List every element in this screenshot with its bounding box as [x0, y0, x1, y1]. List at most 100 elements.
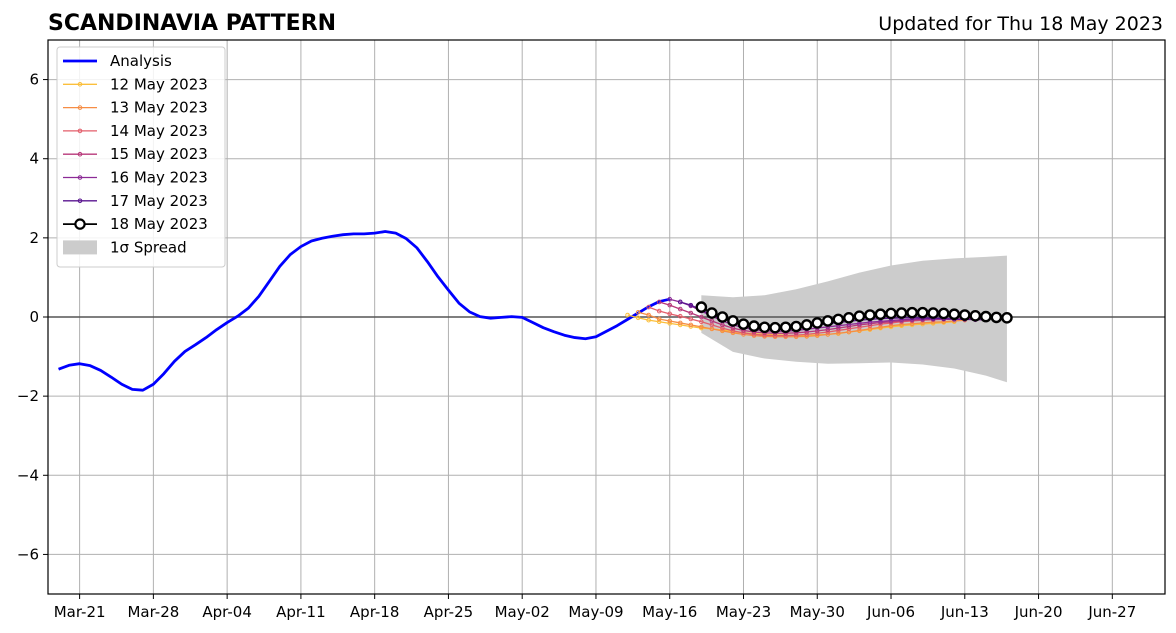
chart-title: SCANDINAVIA PATTERN [48, 11, 336, 36]
forecast-point [790, 320, 802, 333]
forecast-point [730, 328, 736, 334]
legend-label: 13 May 2023 [110, 99, 208, 117]
x-tick-label: Apr-04 [202, 603, 252, 621]
legend-box [56, 46, 226, 268]
forecast-point [677, 306, 683, 312]
y-tick-label: −2 [17, 387, 39, 405]
legend-label: 18 May 2023 [110, 215, 208, 233]
forecast-point [916, 306, 929, 319]
legend-swatch-marker [77, 198, 83, 204]
legend-label: 15 May 2023 [110, 145, 208, 163]
x-tick-label: May-30 [790, 603, 845, 621]
legend-swatch-marker [77, 105, 83, 110]
legend-swatch-marker [77, 151, 83, 157]
forecast-point [895, 307, 908, 319]
forecast-point [1001, 311, 1013, 324]
forecast-point [667, 302, 673, 308]
x-tick-label: Mar-21 [54, 603, 106, 621]
forecast-point [656, 308, 662, 314]
legend-swatch-spread [63, 240, 97, 255]
x-tick-label: Jun-20 [1014, 603, 1063, 621]
x-tick-label: Jun-27 [1087, 603, 1136, 621]
axes: Mar-21 Mar-28 Apr-04 Apr-11 Apr-18 Apr-25 May-… [17, 39, 1166, 621]
forecast-point [825, 327, 831, 332]
forecast-point [927, 307, 939, 319]
x-tick-label: Jun-13 [940, 603, 989, 621]
forecast-point [667, 311, 673, 317]
forecast-point [667, 296, 673, 302]
chart-subtitle: Updated for Thu 18 May 2023 [878, 13, 1163, 35]
forecast-point [969, 310, 982, 322]
x-tick-label: Mar-28 [127, 603, 179, 621]
legend-swatch-marker [74, 218, 86, 230]
y-tick-label: 6 [29, 71, 39, 89]
legend: Analysis 12 May 2023 13 May 2023 14 May 202… [56, 46, 226, 268]
forecast-point [646, 304, 651, 310]
forecast-point [958, 309, 971, 321]
forecast-point [980, 310, 992, 323]
forecast-point [885, 307, 897, 320]
forecast-point [716, 311, 729, 323]
forecast-point [695, 301, 708, 313]
forecast-point [836, 330, 841, 336]
y-tick-label: −4 [17, 466, 39, 484]
legend-swatch-marker [77, 82, 83, 87]
forecast-point [906, 306, 918, 319]
forecast-point [874, 308, 887, 321]
forecast-point [688, 322, 694, 328]
legend-label: 12 May 2023 [110, 75, 208, 93]
forecast-point [688, 316, 694, 322]
forecast-point [948, 308, 961, 321]
forecast-point [990, 311, 1003, 324]
x-tick-label: Apr-11 [276, 603, 326, 621]
legend-label: 16 May 2023 [110, 169, 208, 187]
forecast-point [699, 319, 704, 325]
forecast-point [832, 313, 845, 326]
forecast-point [656, 299, 662, 305]
forecast-point [699, 314, 704, 320]
forecast-point [821, 315, 834, 327]
legend-label: 17 May 2023 [110, 192, 208, 210]
forecast-point [737, 318, 750, 330]
legend-swatch-marker [77, 175, 83, 180]
forecast-point [688, 310, 694, 316]
legend-label: 1σ Spread [110, 238, 187, 256]
forecast-point [677, 320, 683, 326]
forecast-point [677, 313, 683, 319]
forecast-point [635, 315, 641, 321]
y-tick-label: 4 [29, 150, 39, 168]
analysis-line [58, 230, 671, 392]
forecast-point [720, 328, 725, 334]
x-tick-label: May-16 [642, 603, 697, 621]
x-tick-label: May-09 [568, 603, 623, 621]
forecast-point [656, 316, 662, 322]
forecast-point [699, 324, 704, 330]
forecast-point [864, 309, 876, 321]
x-tick-label: May-23 [716, 603, 771, 621]
forecast-point [937, 307, 950, 320]
x-tick-label: Apr-18 [350, 603, 400, 621]
legend-label: 14 May 2023 [110, 122, 208, 140]
series-layer [58, 230, 1013, 392]
forecast-point [748, 320, 760, 332]
forecast-point [688, 302, 694, 308]
forecast-point [646, 312, 651, 318]
x-tick-label: Jun-06 [866, 603, 915, 621]
x-tick-label: Apr-25 [424, 603, 474, 621]
forecast-point [667, 318, 673, 324]
forecast-point [706, 307, 718, 319]
forecast-point [635, 309, 641, 315]
forecast-point [811, 317, 824, 329]
y-tick-label: 2 [29, 229, 39, 247]
forecast-point [758, 321, 771, 334]
forecast-point [853, 310, 866, 323]
legend-swatch-marker [77, 128, 83, 134]
forecast-point [677, 299, 683, 305]
forecast-point [769, 321, 781, 334]
legend-label: Analysis [110, 52, 172, 70]
y-tick-label: −6 [17, 545, 39, 563]
forecast-point [656, 319, 662, 325]
forecast-point [814, 328, 820, 334]
forecast-point [800, 319, 813, 331]
